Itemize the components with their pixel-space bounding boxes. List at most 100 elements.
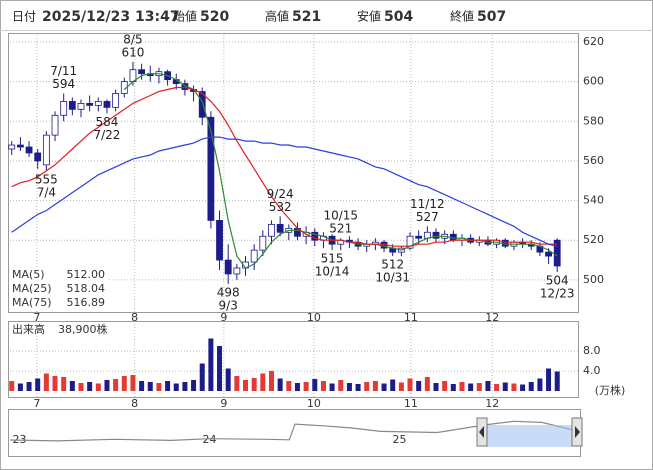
- navigator-arrow: [479, 426, 484, 438]
- price-panel: [8, 33, 579, 313]
- annotation-value: 555: [35, 172, 58, 186]
- annotation-date: 9/3: [219, 298, 238, 312]
- volume-bar: [147, 382, 153, 391]
- navigator-arrow: [575, 426, 580, 438]
- volume-bar: [78, 383, 84, 391]
- y-tick-label: 620: [583, 35, 604, 48]
- volume-bar: [156, 383, 162, 391]
- legend-name: MA(75): [12, 296, 52, 309]
- candle-body: [415, 235, 423, 239]
- volume-bar: [95, 383, 101, 391]
- y-tick-label: 520: [583, 233, 604, 246]
- volume-bar: [9, 381, 15, 391]
- volume-bar: [407, 378, 413, 391]
- annotation-value: 584: [96, 115, 119, 129]
- x-tick-label: 12: [485, 397, 499, 410]
- legend-value: 518.04: [67, 282, 106, 295]
- volume-bar: [43, 373, 49, 391]
- volume-bar: [554, 371, 560, 391]
- volume-bar: [355, 384, 361, 391]
- volume-bar: [251, 378, 257, 391]
- header-label: 始値: [173, 9, 197, 24]
- annotation-date: 7/22: [93, 128, 120, 142]
- volume-bar: [121, 376, 127, 391]
- candle-body: [42, 134, 50, 166]
- header-label: 安値: [357, 9, 381, 24]
- annotation-date: 12/23: [540, 286, 575, 300]
- volume-bar: [217, 346, 223, 391]
- volume-bar: [303, 382, 309, 391]
- volume-bar: [130, 375, 136, 391]
- volume-bar: [546, 368, 552, 391]
- volume-bar: [17, 383, 23, 391]
- ma-line: [11, 136, 558, 247]
- annotation-date: 10/15: [323, 209, 358, 223]
- volume-bar: [139, 381, 145, 391]
- header-value: 504: [384, 9, 413, 25]
- volume-bar: [173, 383, 179, 391]
- candle-body: [77, 103, 85, 110]
- volume-panel: [8, 321, 579, 398]
- candle-body: [545, 251, 552, 257]
- volume-bar: [182, 382, 188, 391]
- navigator-line: [9, 420, 581, 442]
- candle-body: [8, 144, 16, 150]
- volume-bar: [442, 381, 448, 391]
- y-tick-label: 500: [583, 273, 604, 286]
- volume-bar: [398, 382, 404, 391]
- annotation-date: 7/4: [37, 185, 56, 199]
- annotation-value: 610: [121, 45, 144, 59]
- volume-bar: [520, 384, 526, 391]
- volume-bar: [191, 380, 197, 391]
- header-value: 520: [200, 9, 229, 25]
- candle-body: [224, 259, 232, 275]
- candle-body: [25, 146, 33, 154]
- navigator-window: [487, 425, 572, 447]
- volume-bar: [87, 382, 93, 391]
- header-label: 高値: [265, 9, 289, 24]
- volume-bar: [390, 379, 396, 391]
- volume-bar: [320, 381, 326, 391]
- candle-body: [112, 93, 120, 108]
- candle-body: [233, 267, 241, 275]
- volume-bar: [69, 381, 75, 391]
- candle-body: [432, 231, 440, 239]
- x-tick-label: 11: [404, 397, 418, 410]
- volume-bar: [26, 382, 32, 391]
- volume-bar: [294, 383, 300, 391]
- candle-body: [86, 103, 94, 106]
- candle-body: [51, 114, 59, 136]
- x-tick-label: 24: [203, 433, 217, 446]
- volume-bar: [494, 384, 500, 391]
- candle-body: [216, 219, 223, 261]
- x-tick-label: 8: [131, 397, 138, 410]
- volume-bar: [277, 378, 283, 391]
- volume-bar: [225, 368, 231, 391]
- annotation-value: 515: [321, 252, 344, 266]
- header-value: 521: [292, 9, 321, 25]
- volume-bar: [511, 383, 517, 391]
- candle-body: [68, 101, 76, 110]
- annotation-date: 8/5: [123, 32, 142, 46]
- candle-body: [103, 101, 111, 108]
- volume-bar: [485, 381, 491, 391]
- annotation-date: 10/31: [375, 271, 410, 285]
- annotation-value: 594: [52, 77, 75, 91]
- volume-bar: [61, 377, 67, 391]
- candle-body: [34, 152, 42, 162]
- volume-bar: [502, 382, 508, 391]
- annotation-date: 7/11: [50, 64, 77, 78]
- x-tick-label: 25: [393, 433, 407, 446]
- header-value: 2025/12/23 13:47: [42, 9, 180, 25]
- volume-bar: [52, 376, 58, 391]
- volume-bar: [476, 383, 482, 391]
- volume-bar: [468, 383, 474, 391]
- candle-body: [16, 144, 24, 148]
- y-tick-label: 8.0: [583, 344, 601, 357]
- volume-bar: [104, 380, 110, 391]
- annotation-value: 512: [381, 258, 404, 272]
- legend-value: 516.89: [67, 296, 106, 309]
- volume-bar: [165, 381, 171, 391]
- x-tick-label: 12: [485, 311, 499, 324]
